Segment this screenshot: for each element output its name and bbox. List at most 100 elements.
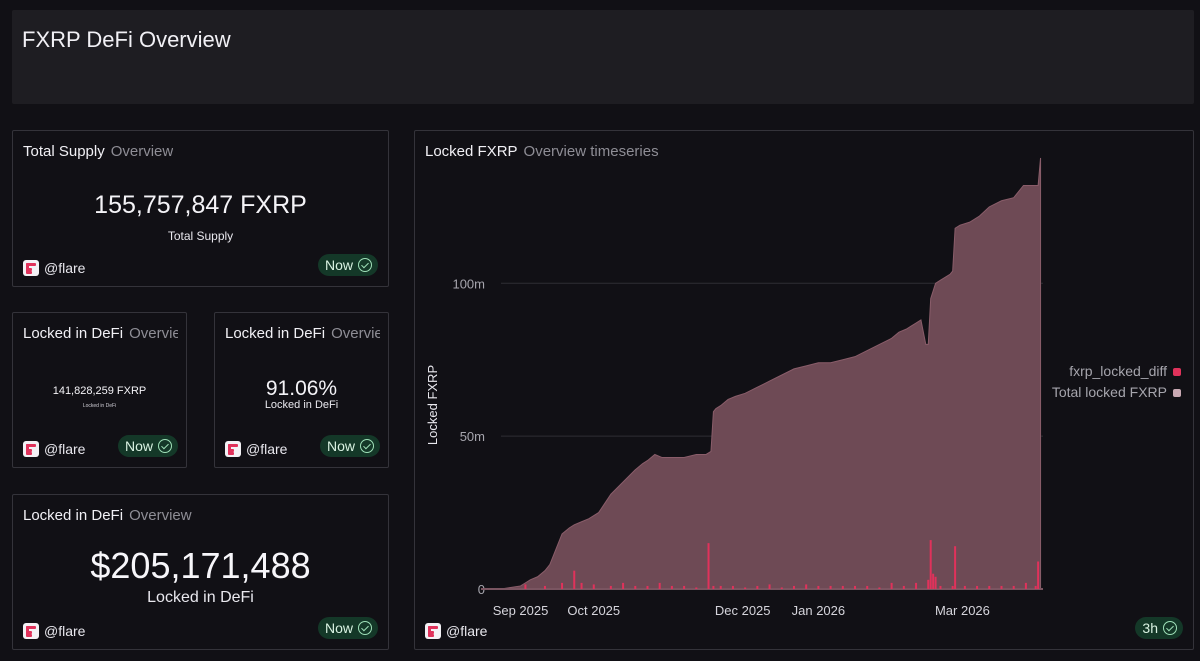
page-title: FXRP DeFi Overview — [22, 27, 231, 52]
card-subtitle: Overview — [129, 507, 192, 524]
total-supply-label: Total Supply — [167, 229, 234, 243]
diff-bar — [580, 582, 583, 589]
flare-logo-icon — [23, 260, 39, 276]
card-title: Total Supply Overview — [23, 143, 173, 160]
locked-fxrp-value: 141,828,259 FXRP — [52, 385, 147, 397]
diff-bar — [963, 585, 966, 589]
diff-bar — [592, 584, 595, 589]
check-circle-icon — [360, 439, 374, 453]
diff-bar — [976, 585, 979, 589]
card-title: Locked in DeFi Overview — [23, 325, 178, 342]
brand-handle: @flare — [246, 441, 288, 457]
diff-bar — [1037, 561, 1040, 589]
locked-timeseries-card: Locked FXRP Overview timeseries 050m100mL… — [414, 130, 1194, 650]
badge-label: 3h — [1142, 620, 1158, 636]
diff-bar — [902, 585, 905, 589]
check-circle-icon — [1163, 621, 1177, 635]
locked-usd-card: Locked in DeFi Overview $205,171,488 Lock… — [12, 494, 389, 650]
diff-bar — [854, 585, 857, 589]
locked-percent-value: 91.06% — [265, 377, 338, 400]
brand-handle: @flare — [44, 623, 86, 639]
locked-usd-label: Locked in DeFi — [147, 589, 254, 606]
diff-bar — [658, 582, 661, 589]
legend-swatch — [1173, 367, 1181, 376]
total-supply-card: Total Supply Overview 155,757,847 FXRP To… — [12, 130, 389, 287]
x-tick-label: Mar 2026 — [935, 603, 990, 618]
brand-handle: @flare — [446, 623, 488, 639]
brand-link[interactable]: @flare — [225, 441, 287, 457]
card-title: Locked in DeFi Overview — [23, 507, 192, 524]
badge-label: Now — [324, 257, 353, 273]
card-subtitle: Overview timeseries — [523, 143, 659, 160]
check-circle-icon — [358, 258, 372, 272]
diff-bar — [695, 587, 698, 589]
y-tick-label: 100m — [452, 276, 485, 291]
diff-bar — [829, 585, 832, 589]
card-title-text: Locked in DeFi — [23, 507, 124, 524]
card-title: Locked in DeFi Overview — [225, 325, 380, 342]
diff-bar — [768, 584, 771, 589]
diff-bar — [780, 587, 783, 589]
diff-bar — [934, 576, 937, 589]
freshness-badge[interactable]: Now — [317, 254, 378, 276]
diff-bar — [988, 585, 991, 589]
brand-link[interactable]: @flare — [23, 260, 85, 276]
card-title-text: Total Supply — [23, 143, 105, 160]
freshness-badge[interactable]: Now — [319, 435, 380, 457]
diff-bar — [805, 584, 808, 589]
flare-logo-icon — [23, 623, 39, 639]
freshness-badge[interactable]: Now — [117, 435, 178, 457]
flare-logo-icon — [425, 623, 441, 639]
locked-fxrp-label: Locked in DeFi — [82, 403, 117, 409]
diff-bar — [890, 582, 893, 589]
x-tick-label: Jan 2026 — [792, 603, 846, 618]
diff-bar — [573, 570, 576, 589]
card-subtitle: Overview — [129, 325, 178, 342]
y-tick-label: 50m — [460, 429, 485, 444]
badge-label: Now — [124, 438, 153, 454]
check-circle-icon — [358, 621, 372, 635]
diff-bar — [1012, 585, 1015, 589]
diff-bar — [841, 585, 844, 589]
diff-bar — [878, 587, 881, 589]
diff-bar — [707, 543, 710, 589]
legend-item-diff[interactable]: fxrp_locked_diff — [1052, 361, 1181, 382]
diff-bar — [634, 585, 637, 589]
brand-handle: @flare — [44, 260, 86, 276]
legend-item-total[interactable]: Total locked FXRP — [1052, 382, 1181, 403]
freshness-badge[interactable]: 3h — [1135, 617, 1183, 639]
total-supply-value: 155,757,847 FXRP — [94, 191, 307, 219]
diff-bar — [932, 573, 935, 589]
diff-bar — [951, 585, 954, 589]
legend-swatch — [1173, 388, 1181, 397]
locked-usd-value: $205,171,488 — [90, 545, 311, 586]
card-title: Locked FXRP Overview timeseries — [425, 143, 659, 160]
freshness-badge[interactable]: Now — [317, 617, 378, 639]
diff-bar — [683, 585, 686, 589]
diff-bar — [939, 585, 942, 589]
card-title-text: Locked FXRP — [425, 143, 518, 160]
legend-label: fxrp_locked_diff — [1069, 363, 1167, 379]
diff-bar — [1000, 585, 1003, 589]
brand-handle: @flare — [44, 441, 86, 457]
diff-bar — [817, 585, 820, 589]
diff-bar — [731, 585, 734, 589]
flare-logo-icon — [23, 441, 39, 457]
diff-bar — [561, 582, 564, 589]
diff-bar — [719, 585, 722, 589]
diff-bar — [915, 582, 918, 589]
diff-bar — [622, 582, 625, 589]
dashboard-header: FXRP DeFi Overview — [12, 10, 1194, 104]
card-title-text: Locked in DeFi — [225, 325, 326, 342]
diff-bar — [646, 585, 649, 589]
y-axis-title: Locked FXRP — [425, 365, 440, 445]
brand-link[interactable]: @flare — [425, 623, 487, 639]
x-tick-label: Dec 2025 — [715, 603, 771, 618]
badge-label: Now — [326, 438, 355, 454]
diff-bar — [712, 585, 715, 589]
brand-link[interactable]: @flare — [23, 441, 85, 457]
brand-link[interactable]: @flare — [23, 623, 85, 639]
diff-bar — [1034, 585, 1037, 589]
